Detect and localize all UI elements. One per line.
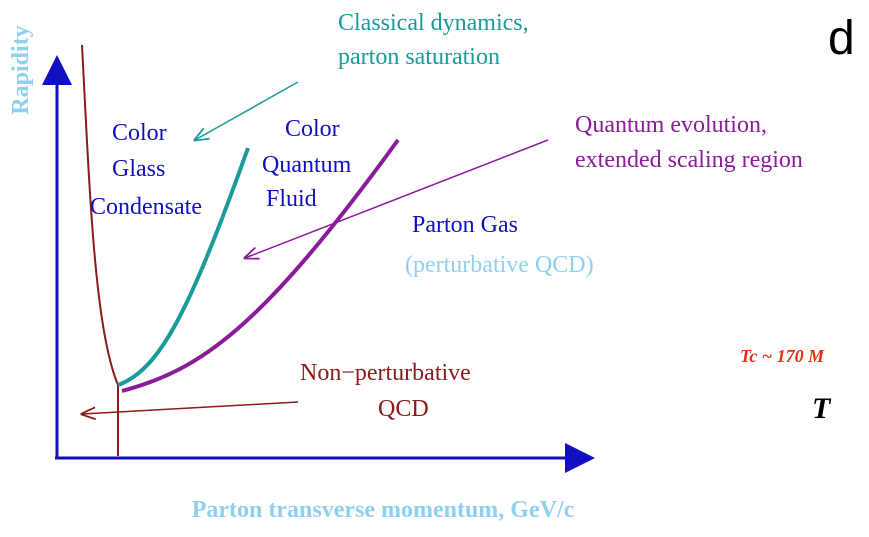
- arrow: [245, 139, 549, 258]
- label: Parton Gas: [412, 212, 518, 238]
- label: (perturbative QCD): [405, 252, 594, 278]
- arrow: [195, 81, 299, 140]
- label: Condensate: [90, 194, 202, 220]
- label: Non−perturbative: [300, 360, 471, 386]
- arrow: [82, 401, 299, 414]
- label: Glass: [112, 156, 165, 182]
- corner-letter: d: [828, 12, 855, 65]
- y-axis-label: Rapidity: [8, 25, 34, 114]
- label: T: [812, 392, 832, 425]
- boundary-curve: [81, 44, 119, 386]
- label: Classical dynamics,: [338, 10, 529, 36]
- scaling-curve: [121, 138, 400, 393]
- label: parton saturation: [338, 44, 500, 70]
- label: extended scaling region: [575, 147, 803, 173]
- label: QCD: [378, 396, 429, 422]
- saturation-curve: [117, 147, 250, 387]
- label: Fluid: [266, 186, 317, 212]
- label: Tc ~ 170 M: [740, 346, 825, 366]
- label: Color: [112, 120, 167, 146]
- x-axis-label: Parton transverse momentum, GeV/c: [192, 497, 575, 523]
- label: Quantum evolution,: [575, 112, 767, 138]
- label: Quantum: [262, 152, 352, 178]
- label: Color: [285, 116, 340, 142]
